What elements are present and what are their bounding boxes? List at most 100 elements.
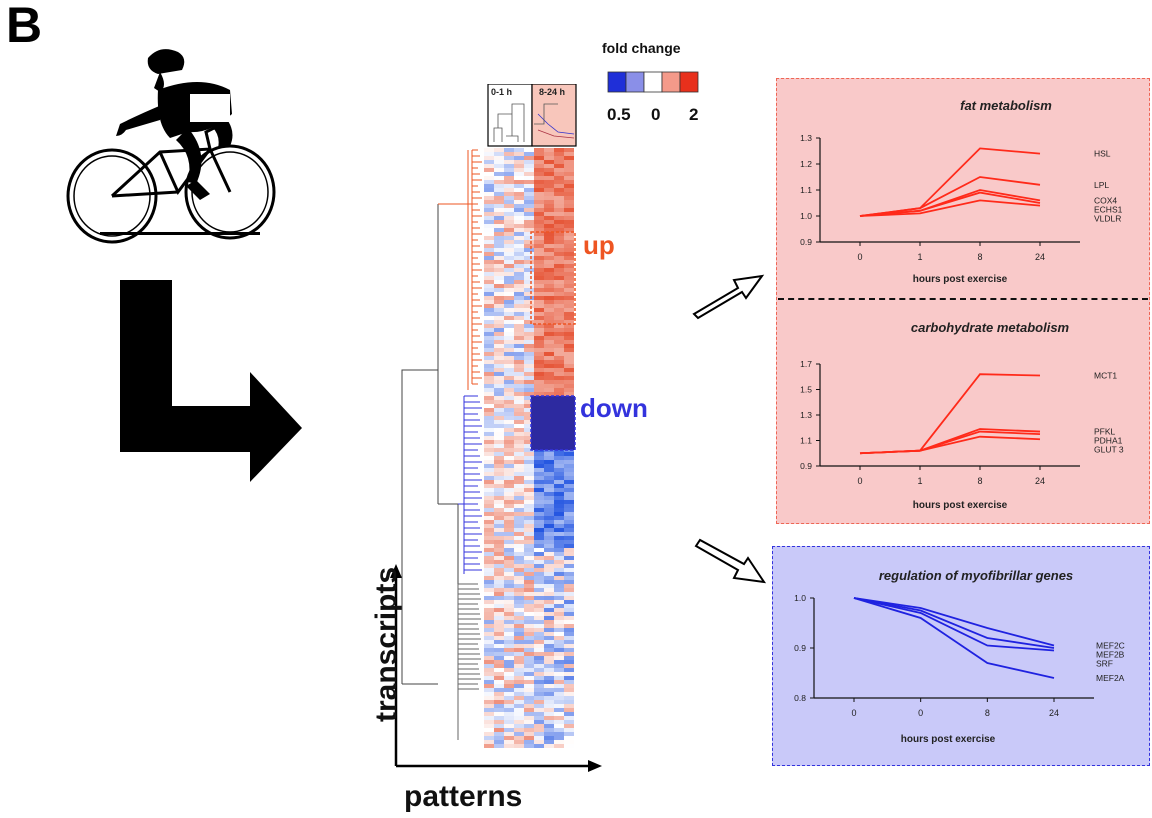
heatmap-cell [484, 248, 494, 252]
heatmap-cell [524, 512, 534, 516]
heatmap-cell [544, 276, 554, 280]
heatmap-cell [504, 188, 514, 192]
heatmap-cell [504, 564, 514, 568]
heatmap-cell [494, 496, 504, 500]
heatmap-cell [534, 336, 544, 340]
heatmap-cell [524, 188, 534, 192]
heatmap-cell [494, 296, 504, 300]
heatmap-cell [524, 692, 534, 696]
y-tick-label: 1.7 [800, 359, 812, 369]
heatmap-cell [484, 560, 494, 564]
heatmap-cell [484, 312, 494, 316]
heatmap-cell [494, 696, 504, 700]
cluster-up-label: up [583, 230, 615, 260]
heatmap-cell [494, 656, 504, 660]
heatmap-cell [554, 628, 564, 632]
heatmap-cell [564, 276, 574, 280]
heatmap-cell [524, 172, 534, 176]
heatmap-cell [564, 204, 574, 208]
heatmap-cell [514, 556, 524, 560]
heatmap-cell [524, 376, 534, 380]
heatmap-cell [534, 320, 544, 324]
heatmap-cell [544, 384, 554, 388]
heatmap-cell [484, 528, 494, 532]
heatmap-cell [534, 164, 544, 168]
heatmap-cell [524, 184, 534, 188]
heatmap-cell [544, 368, 554, 372]
heatmap-cell [494, 504, 504, 508]
heatmap-cell [544, 692, 554, 696]
heatmap-cell [504, 544, 514, 548]
heatmap-cell [524, 296, 534, 300]
heatmap-cell [534, 740, 544, 744]
heatmap-cell [514, 336, 524, 340]
heatmap-cell [524, 180, 534, 184]
heatmap-cell [524, 624, 534, 628]
heatmap-cell [494, 652, 504, 656]
heatmap-cell [514, 452, 524, 456]
heatmap-cell [504, 676, 514, 680]
heatmap-cell [504, 716, 514, 720]
heatmap-cell [514, 668, 524, 672]
heatmap-cell [514, 284, 524, 288]
heatmap-cell [534, 644, 544, 648]
heatmap-cell [504, 448, 514, 452]
heatmap-cell [534, 584, 544, 588]
heatmap-cell [484, 460, 494, 464]
heatmap-cell [564, 156, 574, 160]
heatmap-cell [514, 176, 524, 180]
heatmap-cell [564, 564, 574, 568]
x-tick-label: 1 [917, 476, 922, 486]
heatmap-cell [544, 568, 554, 572]
heatmap-cell [514, 332, 524, 336]
y-tick-label: 0.9 [794, 643, 806, 653]
heatmap-cell [484, 744, 494, 748]
heatmap-cell [544, 648, 554, 652]
heatmap-cell [554, 324, 564, 328]
heatmap-cell [514, 268, 524, 272]
heatmap-cell [534, 284, 544, 288]
series-line [859, 147, 1041, 217]
heatmap-cell [544, 720, 554, 724]
heatmap-cell [514, 680, 524, 684]
heatmap-cell [554, 148, 564, 152]
heatmap-cell [514, 728, 524, 732]
heatmap-cell [524, 352, 534, 356]
heatmap-cell [554, 276, 564, 280]
heatmap-cell [564, 364, 574, 368]
heatmap-cell [544, 508, 554, 512]
heatmap-cell [554, 476, 564, 480]
heatmap-cell [534, 676, 544, 680]
heatmap-cell [504, 608, 514, 612]
heatmap-cell [504, 232, 514, 236]
heatmap-cell [544, 348, 554, 352]
heatmap-cell [494, 588, 504, 592]
heatmap-cell [494, 152, 504, 156]
heatmap-cell [544, 716, 554, 720]
heatmap-cell [504, 540, 514, 544]
heatmap-cell [554, 452, 564, 456]
heatmap-cell [554, 376, 564, 380]
heatmap-cell [504, 628, 514, 632]
heatmap-cell [534, 172, 544, 176]
heatmap-cell [564, 164, 574, 168]
heatmap-cell [504, 624, 514, 628]
heatmap-cell [514, 232, 524, 236]
heatmap-cell [524, 304, 534, 308]
heatmap-cell [494, 664, 504, 668]
heatmap-cell [564, 368, 574, 372]
heatmap-cell [534, 188, 544, 192]
heatmap-cell [494, 424, 504, 428]
heatmap-cell [534, 632, 544, 636]
heatmap-cell [514, 380, 524, 384]
heatmap-cell [534, 680, 544, 684]
heatmap-cell [494, 168, 504, 172]
heatmap-cell [504, 740, 514, 744]
heatmap-cell [534, 352, 544, 356]
heatmap-cell [494, 744, 504, 748]
heatmap-cell [534, 472, 544, 476]
heatmap-cell [564, 624, 574, 628]
legend-swatch [607, 71, 627, 93]
heatmap-cell [504, 592, 514, 596]
heatmap-cell [514, 672, 524, 676]
